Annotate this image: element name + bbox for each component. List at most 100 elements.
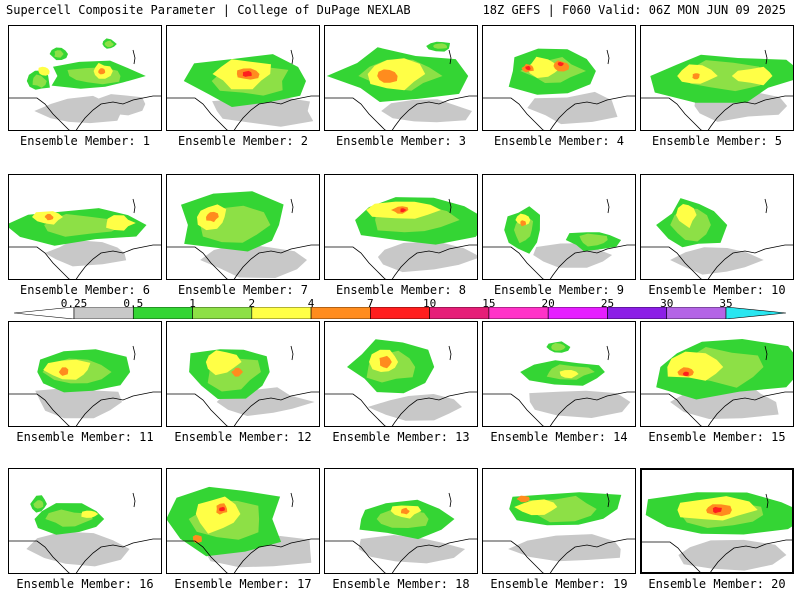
- panel-label: Ensemble Member: 4: [493, 134, 625, 148]
- scp-contour-2: [515, 213, 531, 226]
- scp-map: [325, 197, 477, 279]
- scp-contour-1: [376, 509, 429, 528]
- colorbar-bin: [666, 307, 727, 319]
- scp-contour-4: [206, 211, 219, 223]
- map-panel-member-9: [482, 174, 636, 280]
- map-panel-member-12: [166, 321, 320, 427]
- lake-outline: [764, 49, 768, 65]
- colorbar-tick-label: 10: [423, 297, 437, 310]
- header-title: Supercell Composite Parameter | College …: [6, 3, 411, 17]
- map-panel-member-4: [482, 25, 636, 131]
- scp-contour-4: [391, 206, 409, 214]
- scp-contour-4: [44, 213, 54, 221]
- coastline: [9, 391, 161, 426]
- coastline: [483, 95, 635, 130]
- scp-contour-0_25: [358, 535, 466, 564]
- scp-contour-2: [559, 370, 579, 379]
- scp-contour-4: [520, 220, 526, 227]
- scp-contour-1: [32, 74, 47, 88]
- lake-outline: [132, 345, 136, 361]
- coastline: [167, 538, 319, 573]
- panel-label: Ensemble Member: 1: [19, 134, 151, 148]
- scp-contour-1: [433, 43, 447, 49]
- scp-contour-4: [98, 68, 106, 75]
- scp-map: [9, 38, 161, 130]
- coastline: [641, 391, 793, 426]
- map-panel-member-16: [8, 468, 162, 574]
- scp-contour-0_25: [35, 388, 123, 419]
- scp-contour-0_25: [678, 539, 787, 571]
- scp-contour-4: [192, 535, 202, 543]
- panel-label: Ensemble Member: 7: [177, 283, 309, 297]
- colorbar-tick-label: 30: [660, 297, 674, 310]
- colorbar-tick-label: 20: [541, 297, 555, 310]
- colorbar-tick-label: 1: [189, 297, 196, 310]
- lake-outline: [132, 49, 136, 65]
- color-scale-bar: [14, 307, 786, 319]
- scp-contour-0_25: [381, 99, 472, 123]
- scp-contour-2: [527, 56, 561, 78]
- scp-contour-0_25: [94, 94, 146, 116]
- panel-label: Ensemble Member: 19: [490, 577, 628, 591]
- scp-contour-7: [219, 506, 225, 512]
- lake-outline: [606, 345, 610, 361]
- panel-label: Ensemble Member: 5: [651, 134, 783, 148]
- scp-contour-2: [195, 496, 241, 534]
- colorbar-bin: [310, 307, 371, 319]
- scp-contour-2: [205, 350, 242, 376]
- scp-map: [641, 339, 793, 426]
- colorbar-bin: [607, 307, 668, 319]
- scp-contour-7: [712, 506, 722, 514]
- colorbar-bin: [192, 307, 253, 319]
- colorbar-bin: [370, 307, 430, 319]
- scp-map: [9, 198, 161, 279]
- coastline: [9, 244, 161, 279]
- coastline: [325, 95, 477, 130]
- scp-contour-1: [54, 50, 64, 58]
- coastline: [325, 391, 477, 426]
- scp-map: [483, 492, 635, 573]
- scp-contour-4: [692, 73, 700, 80]
- scp-map: [167, 49, 319, 130]
- colorbar-bin: [429, 307, 490, 319]
- panel-label: Ensemble Member: 9: [493, 283, 625, 297]
- colorbar-tick-label: 4: [307, 297, 315, 310]
- colorbar-tick-label: 7: [367, 297, 374, 310]
- lake-outline: [448, 492, 452, 508]
- panel-label: Ensemble Member: 3: [335, 134, 467, 148]
- colorbar-tick-label: 0.5: [123, 297, 144, 310]
- map-panel-member-14: [482, 321, 636, 427]
- scp-contour-2: [514, 499, 558, 516]
- map-panel-member-17: [166, 468, 320, 574]
- lake-outline: [448, 49, 452, 65]
- coastline: [483, 391, 635, 426]
- lake-outline: [765, 493, 769, 509]
- map-panel-member-18: [324, 468, 478, 574]
- panel-label: Ensemble Member: 8: [335, 283, 467, 297]
- panel-label: Ensemble Member: 13: [332, 430, 470, 444]
- scp-contour-1: [33, 500, 44, 509]
- map-panel-member-10: [640, 174, 794, 280]
- colorbar-tick-label: 25: [600, 297, 615, 310]
- scp-map: [483, 198, 635, 279]
- scp-contour-0_25: [26, 531, 130, 567]
- scp-contour-1: [45, 509, 93, 527]
- coastline: [325, 538, 477, 573]
- panel-label: Ensemble Member: 12: [174, 430, 312, 444]
- scp-contour-7: [557, 61, 564, 67]
- panel-label: Ensemble Member: 16: [16, 577, 154, 591]
- colorbar-bin: [251, 307, 312, 319]
- panel-label: Ensemble Member: 14: [490, 430, 628, 444]
- scp-contour-7: [242, 70, 252, 77]
- map-panel-member-19: [482, 468, 636, 574]
- map-panel-member-3: [324, 25, 478, 131]
- scp-map: [9, 492, 161, 573]
- scp-map: [641, 198, 793, 279]
- scp-map: [325, 41, 477, 130]
- scp-contour-4: [401, 507, 410, 515]
- coastline: [9, 538, 161, 573]
- scp-contour-2: [106, 215, 136, 231]
- scp-contour-2: [81, 510, 99, 518]
- map-panel-member-20: [640, 468, 794, 574]
- scp-map: [325, 339, 477, 426]
